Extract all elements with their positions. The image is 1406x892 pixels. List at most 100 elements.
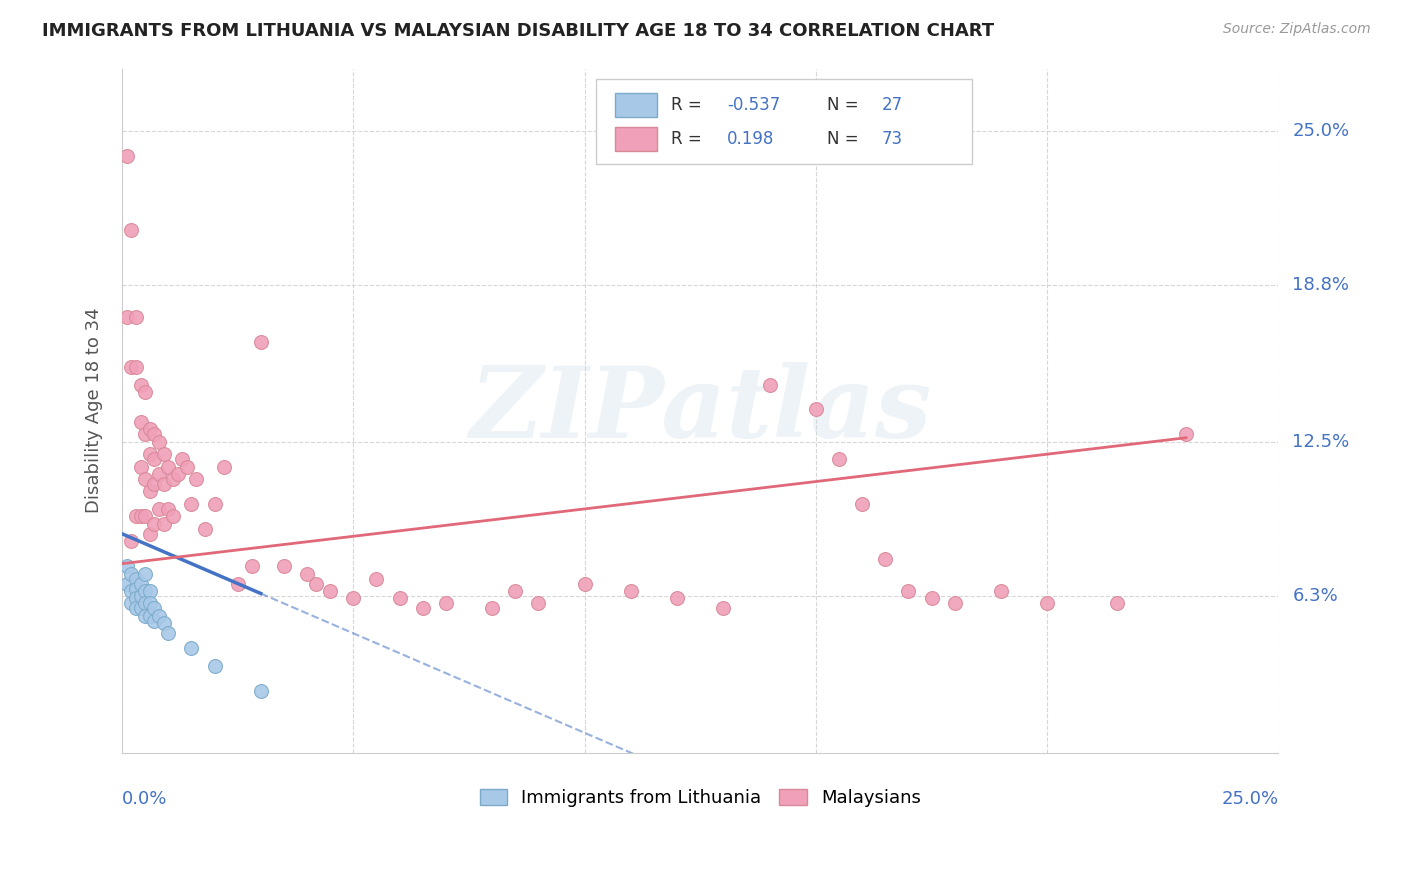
Point bbox=[148, 467, 170, 481]
Point bbox=[129, 415, 152, 429]
Point bbox=[115, 559, 138, 574]
Point bbox=[143, 427, 166, 442]
Point bbox=[184, 472, 207, 486]
Point bbox=[125, 310, 148, 325]
Point bbox=[162, 472, 184, 486]
Point bbox=[305, 576, 328, 591]
Point bbox=[176, 459, 198, 474]
Text: 6.3%: 6.3% bbox=[1292, 587, 1339, 605]
Y-axis label: Disability Age 18 to 34: Disability Age 18 to 34 bbox=[86, 308, 103, 514]
Text: 25.0%: 25.0% bbox=[1222, 790, 1278, 808]
Point bbox=[129, 377, 152, 392]
FancyBboxPatch shape bbox=[614, 93, 658, 117]
Point bbox=[148, 502, 170, 516]
Point bbox=[527, 597, 550, 611]
Point bbox=[139, 447, 162, 461]
Point bbox=[897, 584, 920, 599]
Point bbox=[152, 447, 174, 461]
Point bbox=[180, 641, 202, 656]
Text: ZIPatlas: ZIPatlas bbox=[470, 362, 931, 458]
Point bbox=[273, 559, 295, 574]
Point bbox=[120, 360, 142, 375]
Point bbox=[115, 576, 138, 591]
Text: 25.0%: 25.0% bbox=[1292, 121, 1350, 140]
Point bbox=[366, 572, 388, 586]
Point bbox=[342, 591, 364, 606]
Point bbox=[125, 572, 148, 586]
Point bbox=[921, 591, 943, 606]
Point bbox=[134, 608, 156, 623]
Text: 18.8%: 18.8% bbox=[1292, 276, 1350, 294]
Point bbox=[180, 497, 202, 511]
Point bbox=[143, 601, 166, 615]
Point bbox=[125, 509, 148, 524]
Text: 27: 27 bbox=[882, 95, 903, 114]
Point bbox=[115, 148, 138, 162]
Point bbox=[758, 377, 780, 392]
Point bbox=[152, 516, 174, 531]
Text: 0.0%: 0.0% bbox=[122, 790, 167, 808]
Point bbox=[875, 551, 897, 566]
Point bbox=[143, 614, 166, 628]
FancyBboxPatch shape bbox=[614, 128, 658, 152]
Point bbox=[162, 509, 184, 524]
Point bbox=[139, 597, 162, 611]
Point bbox=[134, 584, 156, 599]
Point bbox=[139, 526, 162, 541]
Point bbox=[157, 459, 180, 474]
Text: Source: ZipAtlas.com: Source: ZipAtlas.com bbox=[1223, 22, 1371, 37]
Point bbox=[481, 601, 503, 615]
Point bbox=[143, 516, 166, 531]
Text: IMMIGRANTS FROM LITHUANIA VS MALAYSIAN DISABILITY AGE 18 TO 34 CORRELATION CHART: IMMIGRANTS FROM LITHUANIA VS MALAYSIAN D… bbox=[42, 22, 994, 40]
Point bbox=[194, 522, 217, 536]
Text: 0.198: 0.198 bbox=[727, 130, 775, 148]
Point bbox=[125, 582, 148, 596]
Point bbox=[120, 534, 142, 549]
Point bbox=[412, 601, 434, 615]
FancyBboxPatch shape bbox=[596, 78, 972, 164]
Point bbox=[1105, 597, 1128, 611]
Point bbox=[152, 477, 174, 491]
Point bbox=[212, 459, 235, 474]
Legend: Immigrants from Lithuania, Malaysians: Immigrants from Lithuania, Malaysians bbox=[472, 781, 928, 814]
Point bbox=[204, 497, 226, 511]
Point bbox=[143, 452, 166, 467]
Point bbox=[204, 658, 226, 673]
Point bbox=[250, 683, 273, 698]
Point bbox=[990, 584, 1012, 599]
Text: 12.5%: 12.5% bbox=[1292, 433, 1350, 450]
Point bbox=[129, 601, 152, 615]
Point bbox=[240, 559, 263, 574]
Point bbox=[134, 384, 156, 399]
Point bbox=[503, 584, 526, 599]
Point bbox=[134, 427, 156, 442]
Point bbox=[1036, 597, 1059, 611]
Text: R =: R = bbox=[671, 95, 702, 114]
Point bbox=[125, 360, 148, 375]
Point bbox=[139, 484, 162, 499]
Text: -0.537: -0.537 bbox=[727, 95, 780, 114]
Point bbox=[666, 591, 689, 606]
Point bbox=[134, 472, 156, 486]
Point bbox=[129, 459, 152, 474]
Point bbox=[125, 591, 148, 606]
Point bbox=[120, 223, 142, 237]
Point bbox=[152, 616, 174, 631]
Point bbox=[120, 597, 142, 611]
Point bbox=[319, 584, 342, 599]
Point bbox=[943, 597, 966, 611]
Point bbox=[120, 584, 142, 599]
Point bbox=[148, 608, 170, 623]
Point bbox=[134, 566, 156, 581]
Point bbox=[226, 576, 249, 591]
Point bbox=[139, 584, 162, 599]
Point bbox=[388, 591, 411, 606]
Point bbox=[129, 576, 152, 591]
Point bbox=[172, 452, 194, 467]
Point bbox=[157, 626, 180, 640]
Point bbox=[129, 509, 152, 524]
Point bbox=[1175, 427, 1198, 442]
Point bbox=[713, 601, 735, 615]
Point bbox=[250, 335, 273, 350]
Point bbox=[134, 597, 156, 611]
